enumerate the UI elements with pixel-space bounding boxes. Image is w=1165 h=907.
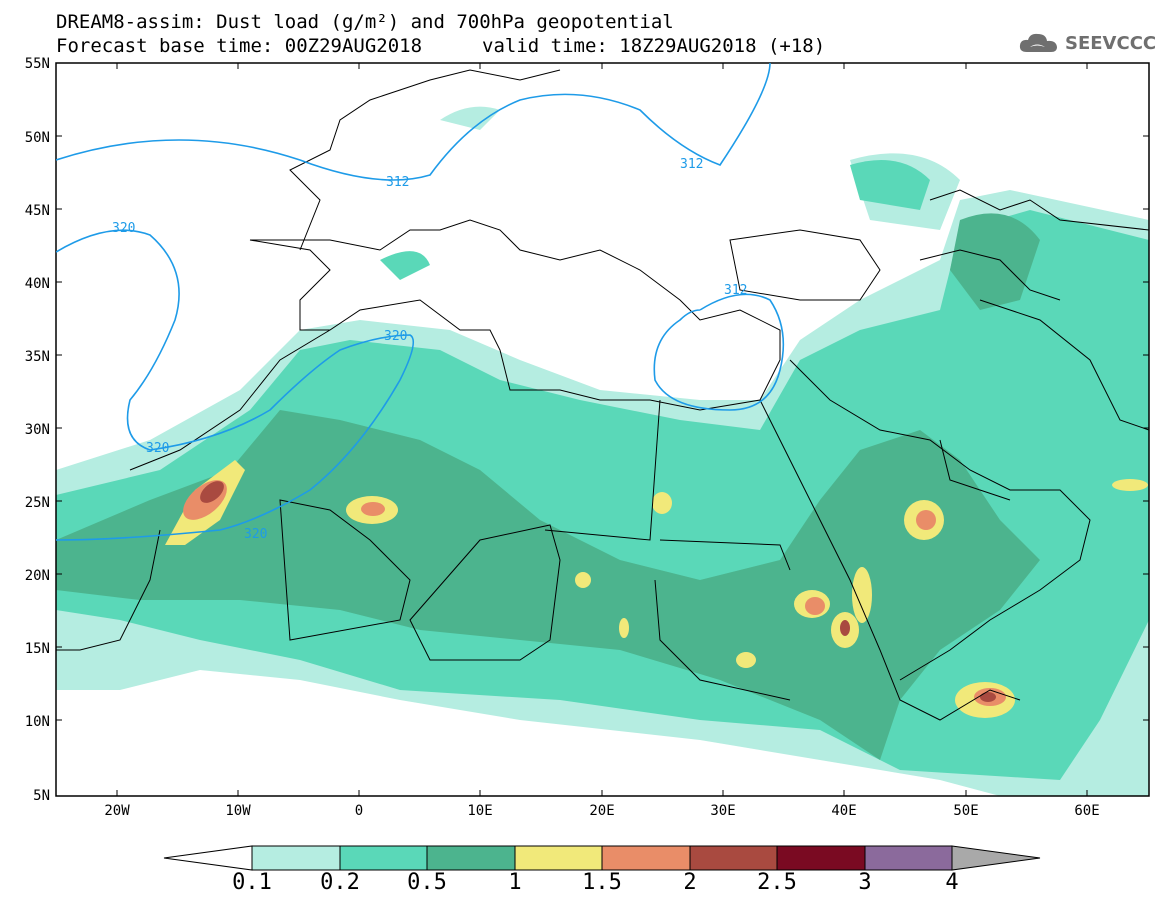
contour-312-south — [653, 293, 785, 411]
lon-label: 20E — [589, 803, 614, 819]
colorbar-label: 2.5 — [757, 870, 797, 895]
colorbar-swatch — [514, 845, 603, 871]
dust-level-2 — [980, 692, 996, 702]
dust-level-0.2 — [850, 160, 930, 210]
colorbar-swatch — [251, 845, 341, 871]
contour-312-north — [56, 63, 771, 181]
geopotential-contours — [56, 63, 785, 541]
dust-level-1.5 — [805, 597, 825, 615]
colorbar-swatch — [339, 845, 428, 871]
colorbar-label: 1 — [508, 870, 522, 895]
colorbar-label: 2 — [683, 870, 697, 895]
colorbar-label: 3 — [858, 870, 872, 895]
lat-label: 50N — [25, 130, 50, 146]
dust-level-2 — [200, 481, 224, 503]
lon-label: 0 — [355, 803, 363, 819]
lat-label: 35N — [25, 349, 50, 365]
colorbar-label: 4 — [945, 870, 959, 895]
contour-label: 320 — [384, 329, 407, 344]
contour-label: 320 — [146, 441, 169, 456]
dust-level-1 — [852, 567, 872, 623]
lat-label: 55N — [25, 56, 50, 72]
dust-level-1.5 — [361, 502, 385, 516]
lat-label: 25N — [25, 495, 50, 511]
colorbar-swatch — [426, 845, 516, 871]
dust-level-0.1 — [440, 106, 500, 130]
lat-label: 30N — [25, 422, 50, 438]
logo-text: SEEVCCC — [1065, 32, 1157, 54]
dust-level-1 — [1112, 479, 1148, 491]
colorbar-label: 1.5 — [582, 870, 622, 895]
dust-level-0.5 — [56, 410, 1040, 760]
lon-label: 20W — [104, 803, 130, 819]
contour-label: 320 — [244, 527, 267, 542]
lat-label: 45N — [25, 203, 50, 219]
coastlines — [56, 69, 1149, 721]
dust-level-1 — [652, 492, 672, 514]
cloud-icon — [1019, 33, 1057, 52]
lat-label: 15N — [25, 641, 50, 657]
contour-label: 312 — [724, 283, 747, 298]
colorbar-label: 0.1 — [232, 870, 272, 895]
latitude-labels: 55N 50N 45N 40N 35N 30N 25N 20N 15N 10N … — [25, 56, 50, 804]
contour-label: 312 — [386, 175, 409, 190]
lat-ticks — [56, 63, 1149, 796]
colorbar-swatch — [776, 845, 866, 871]
colorbar-label: 0.5 — [407, 870, 447, 895]
lon-label: 40E — [831, 803, 856, 819]
dust-level-1 — [575, 572, 591, 588]
lat-label: 5N — [33, 788, 50, 804]
contour-labels: 312 312 312 320 320 320 320 — [112, 157, 747, 542]
contour-label: 320 — [112, 221, 135, 236]
dust-level-1 — [619, 618, 629, 638]
colorbar-label: 0.2 — [320, 870, 360, 895]
dust-level-0.2 — [380, 251, 430, 280]
lon-label: 10E — [467, 803, 492, 819]
colorbar-low-arrow — [163, 845, 253, 871]
colorbar-high-arrow — [951, 845, 1041, 871]
dust-level-0.5 — [950, 213, 1040, 310]
seevccc-logo: SEEVCCC — [1017, 30, 1156, 56]
lon-label: 10W — [225, 803, 251, 819]
lat-label: 20N — [25, 568, 50, 584]
lat-label: 10N — [25, 714, 50, 730]
valid-time: valid time: 18Z29AUG2018 (+18) — [482, 35, 826, 57]
contour-label: 312 — [680, 157, 703, 172]
dust-level-1 — [736, 652, 756, 668]
longitude-labels: 20W 10W 0 10E 20E 30E 40E 50E 60E — [104, 803, 1099, 819]
colorbar-swatch — [601, 845, 691, 871]
dust-level-2 — [840, 620, 850, 636]
colorbar-swatch — [689, 845, 778, 871]
lon-label: 60E — [1074, 803, 1099, 819]
lon-label: 30E — [710, 803, 735, 819]
dust-field — [56, 106, 1149, 796]
lon-label: 50E — [953, 803, 978, 819]
colorbar-swatch — [864, 845, 953, 871]
chart-title: DREAM8-assim: Dust load (g/m²) and 700hP… — [56, 11, 674, 33]
lat-label: 40N — [25, 276, 50, 292]
colorbar — [163, 845, 1041, 871]
forecast-base-time: Forecast base time: 00Z29AUG2018 — [56, 35, 423, 57]
dust-level-1.5 — [916, 510, 936, 530]
contour-320-coast — [56, 334, 415, 541]
contour-320-west — [56, 229, 180, 451]
